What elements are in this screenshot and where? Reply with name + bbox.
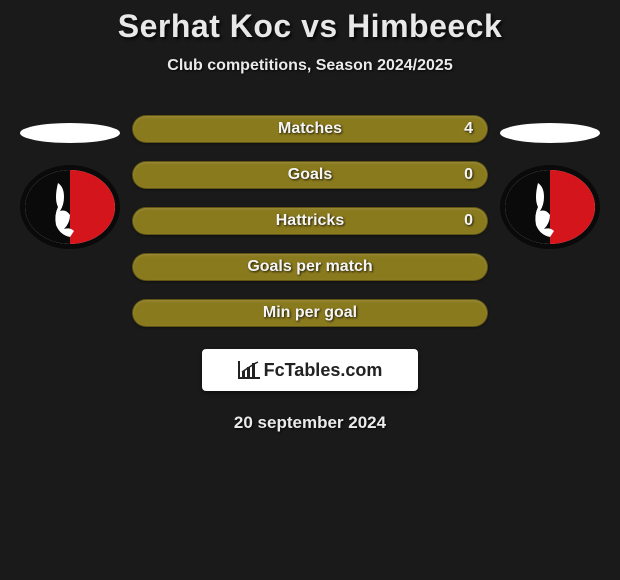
left-player-col: [10, 115, 130, 249]
stat-label: Matches: [278, 120, 342, 138]
source-badge-text: FcTables.com: [264, 360, 383, 381]
stat-right-value: 0: [464, 212, 473, 230]
stat-bar-hattricks: Hattricks 0: [132, 207, 488, 235]
stat-bar-goals-per-match: Goals per match: [132, 253, 488, 281]
bar-chart-icon: [238, 361, 260, 379]
stat-label: Goals per match: [247, 258, 372, 276]
right-player-ellipse: [500, 123, 600, 143]
stats-column: Matches 4 Goals 0 Hattricks 0 Goals per …: [130, 115, 490, 327]
stat-right-value: 4: [464, 120, 473, 138]
club-crest-icon: [500, 165, 600, 249]
left-club-badge: [20, 165, 120, 249]
right-club-badge: [500, 165, 600, 249]
comparison-card: Serhat Koc vs Himbeeck Club competitions…: [0, 0, 620, 433]
left-player-ellipse: [20, 123, 120, 143]
source-badge-content: FcTables.com: [238, 360, 383, 381]
source-badge[interactable]: FcTables.com: [202, 349, 418, 391]
stat-bar-matches: Matches 4: [132, 115, 488, 143]
date-text: 20 september 2024: [0, 413, 620, 433]
stat-bar-goals: Goals 0: [132, 161, 488, 189]
subtitle: Club competitions, Season 2024/2025: [0, 57, 620, 75]
stat-label: Min per goal: [263, 304, 357, 322]
page-title: Serhat Koc vs Himbeeck: [0, 8, 620, 45]
stat-label: Hattricks: [276, 212, 344, 230]
stat-bar-min-per-goal: Min per goal: [132, 299, 488, 327]
main-row: Matches 4 Goals 0 Hattricks 0 Goals per …: [0, 115, 620, 327]
right-player-col: [490, 115, 610, 249]
stat-label: Goals: [288, 166, 332, 184]
stat-right-value: 0: [464, 166, 473, 184]
club-crest-icon: [20, 165, 120, 249]
